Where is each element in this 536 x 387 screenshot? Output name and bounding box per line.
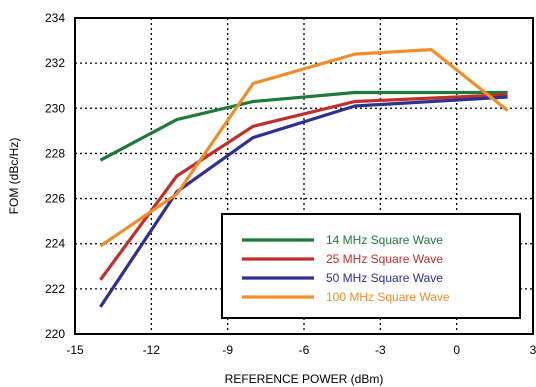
y-tick-label: 232 [45,56,65,70]
y-tick-label: 224 [45,237,65,251]
x-tick-labels: -15 -12 -9 -6 -3 0 3 [66,343,536,357]
legend-label: 100 MHz Square Wave [326,290,450,304]
legend-label: 14 MHz Square Wave [326,233,443,247]
y-tick-labels: 220 222 224 226 228 230 232 234 [45,11,65,341]
y-tick-label: 220 [45,327,65,341]
y-tick-label: 228 [45,146,65,160]
x-axis-title: REFERENCE POWER (dBm) [225,372,384,386]
legend-label: 25 MHz Square Wave [326,252,443,266]
series-line [99,47,509,248]
series-line [99,90,508,162]
x-tick-label: -15 [66,343,84,357]
x-tick-label: -3 [375,343,386,357]
x-tick-label: 0 [453,343,460,357]
x-tick-label: -12 [143,343,161,357]
y-tick-label: 230 [45,101,65,115]
x-tick-label: 3 [530,343,536,357]
x-tick-label: -6 [299,343,310,357]
series-line [99,95,508,308]
legend: 14 MHz Square Wave 25 MHz Square Wave 50 M… [221,213,521,319]
legend-box [221,213,521,319]
series-lines [99,47,509,308]
y-tick-label: 234 [45,11,65,25]
plot-frame [74,17,534,335]
y-tick-label: 222 [45,282,65,296]
x-tick-label: -9 [222,343,233,357]
legend-label: 50 MHz Square Wave [326,271,443,285]
y-axis-title: FOM (dBc/Hz) [7,138,21,215]
y-tick-label: 226 [45,192,65,206]
